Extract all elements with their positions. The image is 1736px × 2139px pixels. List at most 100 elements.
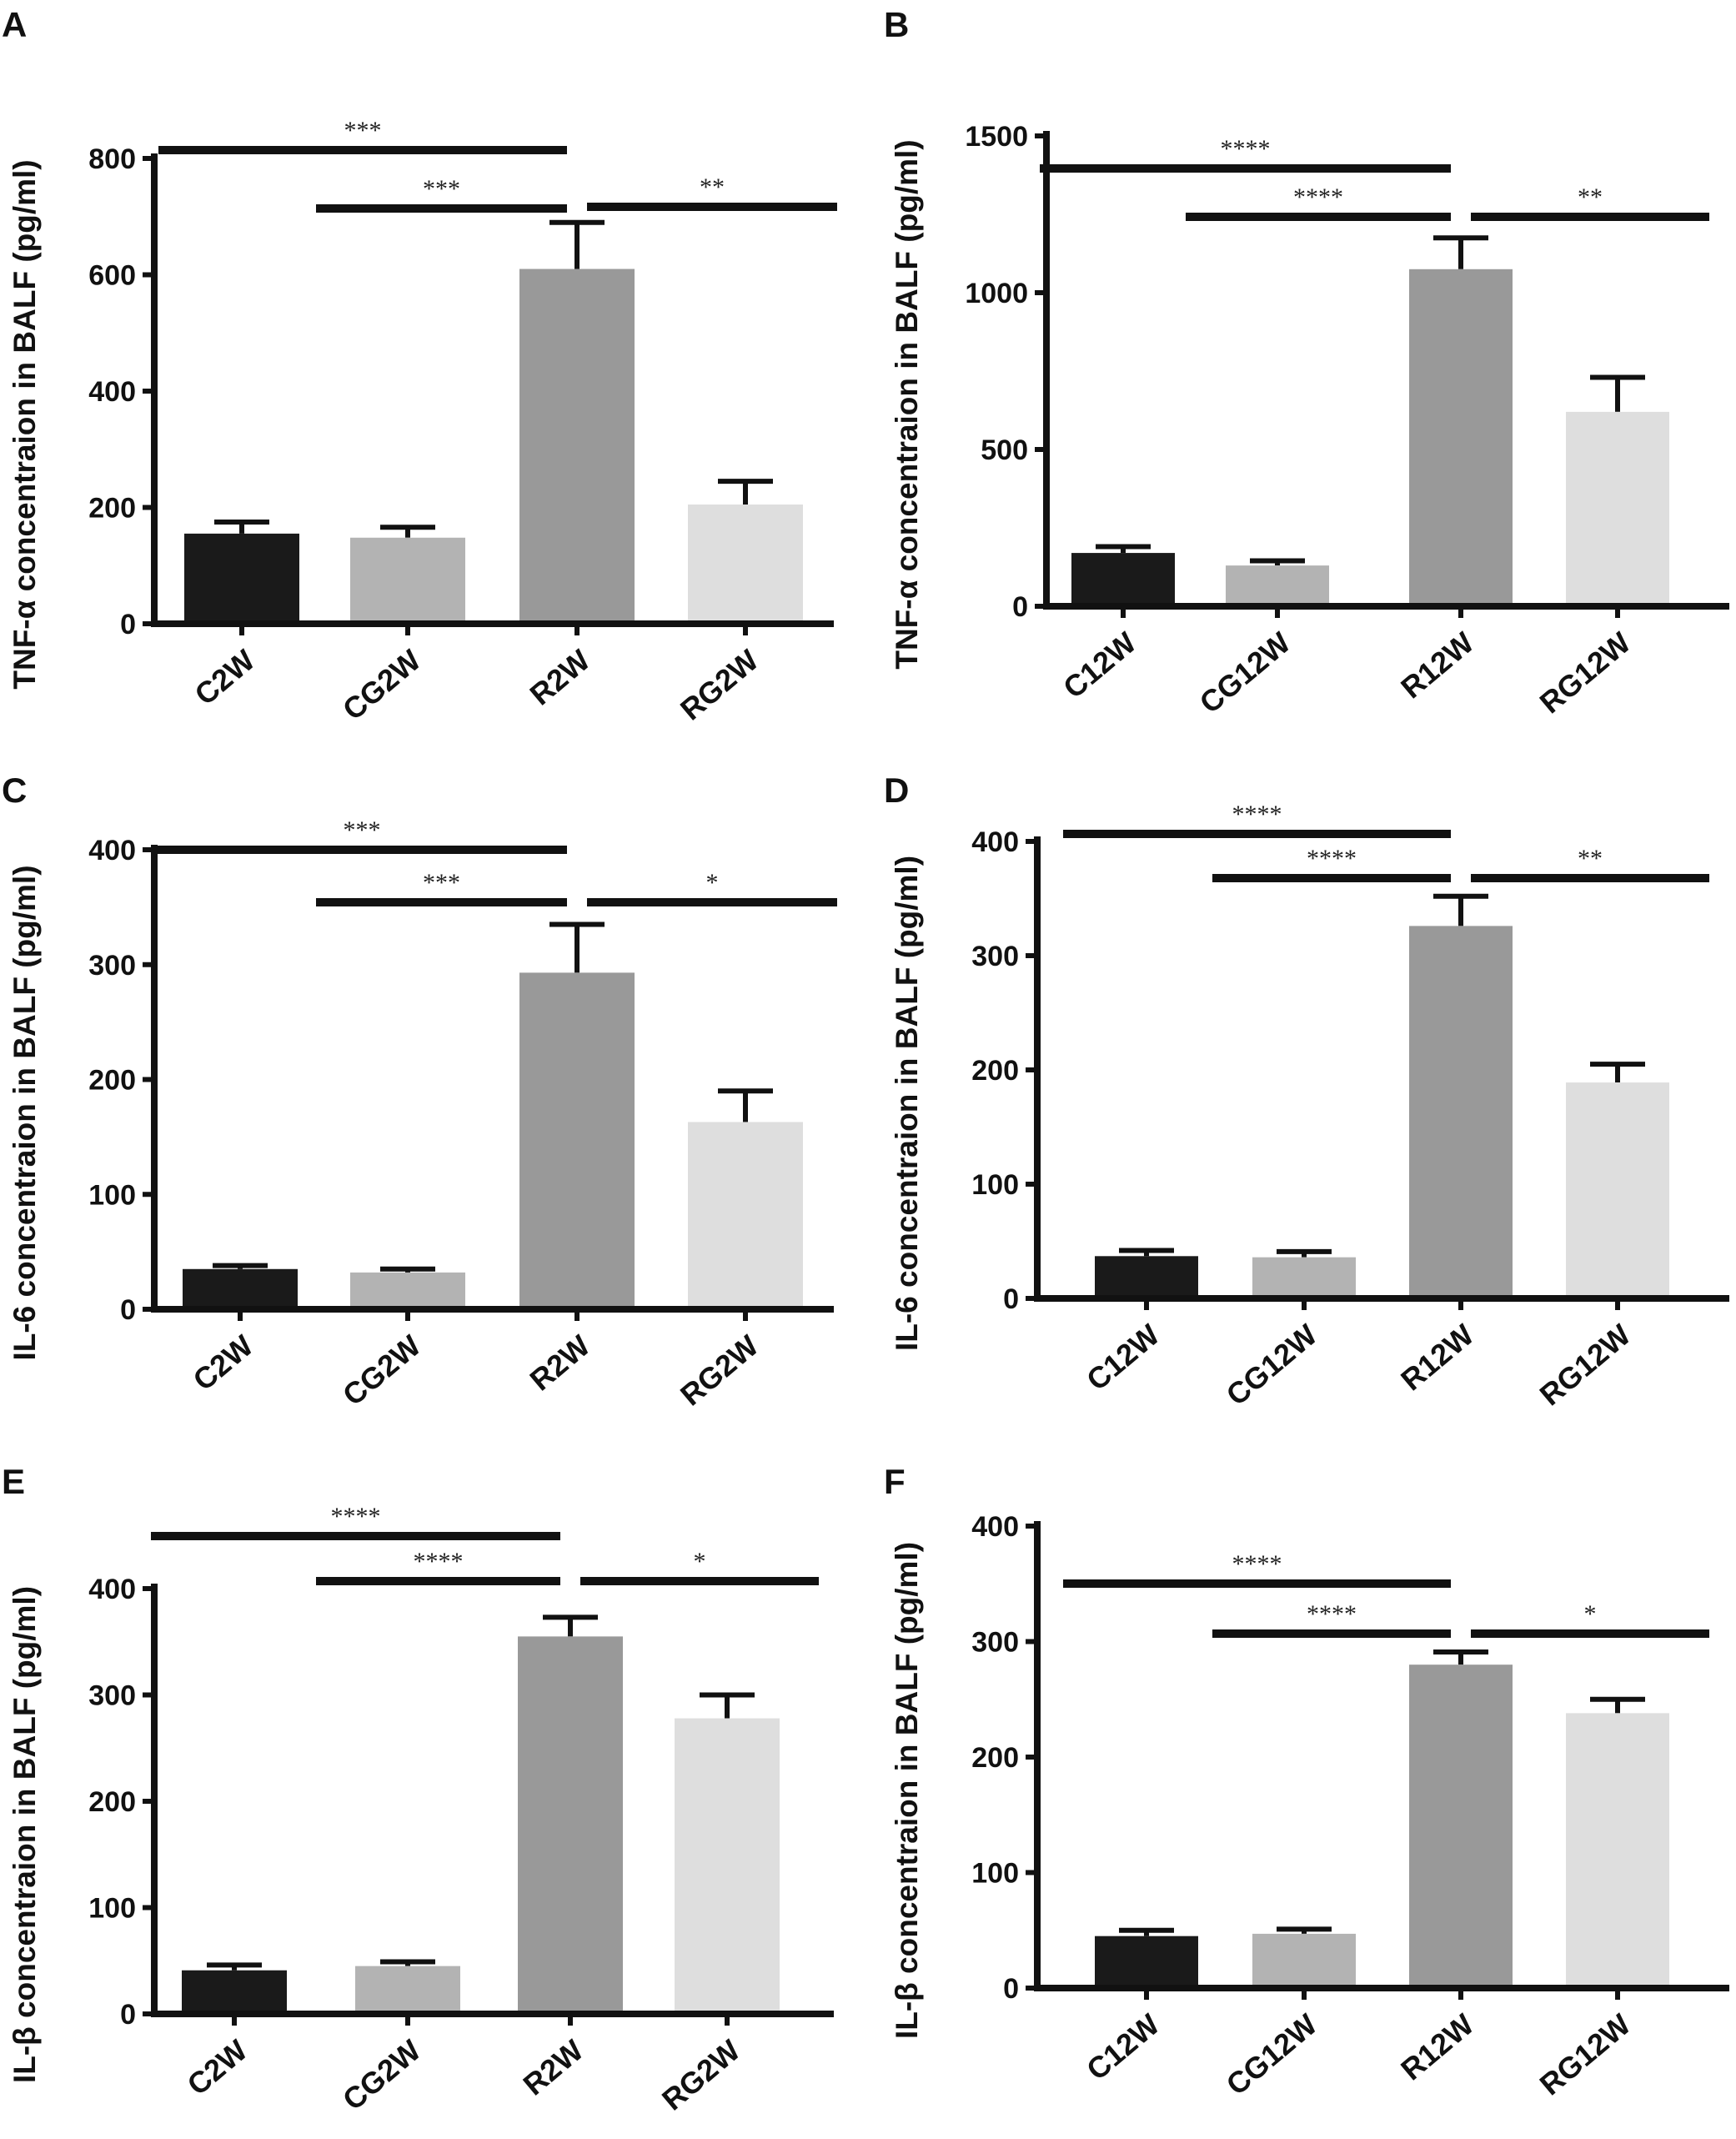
y-tick-label: 400 bbox=[971, 826, 1019, 858]
significance-label: **** bbox=[1307, 1600, 1357, 1628]
bar-rg2w bbox=[688, 505, 803, 624]
y-tick-label: 0 bbox=[1003, 1283, 1019, 1315]
bar-rg2w bbox=[675, 1718, 780, 2014]
y-tick-label: 100 bbox=[88, 1179, 136, 1211]
y-tick-label: 100 bbox=[971, 1858, 1019, 1890]
y-tick-label: 0 bbox=[1012, 591, 1028, 623]
x-tick-label-c12w: C12W bbox=[1056, 625, 1142, 705]
y-axis-title: TNF-α concentraion in BALF (pg/ml) bbox=[8, 159, 42, 689]
significance-label: **** bbox=[1293, 183, 1343, 211]
bar-cg2w bbox=[355, 1966, 460, 2014]
significance-label: *** bbox=[423, 869, 460, 896]
chart-panel-c: C IL-6 concentraion in BALF (pg/ml) 0 100 20… bbox=[2, 771, 837, 1413]
bar-rg12w bbox=[1566, 411, 1669, 606]
chart-panel-e: E IL-β concentraion in BALF (pg/ml) 0 100 20… bbox=[2, 1462, 834, 2117]
panel-letter: F bbox=[884, 1462, 906, 1501]
y-axis-title: IL-β concentraion in BALF (pg/ml) bbox=[8, 1586, 42, 2083]
bar-cg12w bbox=[1252, 1933, 1356, 1988]
x-tick-label-c12w: C12W bbox=[1080, 2007, 1166, 2087]
x-tick-label-rg12w: RG12W bbox=[1533, 2007, 1637, 2102]
chart-panel-f: F IL-β concentraion in BALF (pg/ml) 0 100 20… bbox=[884, 1462, 1729, 2101]
y-tick-label: 0 bbox=[120, 1294, 136, 1326]
significance-label: *** bbox=[344, 117, 382, 144]
y-tick-label: 1000 bbox=[965, 278, 1028, 309]
x-tick-label-rg2w: RG2W bbox=[674, 643, 765, 727]
bar-c12w bbox=[1095, 1936, 1198, 1988]
x-tick-label-r12w: R12W bbox=[1394, 1318, 1480, 1398]
x-tick-label-rg2w: RG2W bbox=[655, 2033, 746, 2117]
significance-label: **** bbox=[1221, 135, 1271, 163]
bar-r12w bbox=[1409, 1665, 1513, 1988]
bar-rg12w bbox=[1566, 1082, 1669, 1298]
significance-label: **** bbox=[331, 1503, 381, 1530]
bar-cg2w bbox=[350, 537, 465, 624]
significance-label: *** bbox=[344, 816, 381, 844]
x-tick-label-cg12w: CG12W bbox=[1220, 2007, 1323, 2102]
bar-rg12w bbox=[1566, 1713, 1669, 1988]
significance-label: **** bbox=[414, 1548, 464, 1575]
x-tick-label-r2w: R2W bbox=[524, 643, 597, 712]
x-tick-label-cg2w: CG2W bbox=[336, 1328, 427, 1413]
y-tick-label: 0 bbox=[1003, 1973, 1019, 2005]
chart-panel-b: B TNF-α concentraion in BALF (pg/ml) 0 500 1… bbox=[884, 5, 1729, 720]
bar-c12w bbox=[1071, 553, 1175, 606]
panel-letter: B bbox=[884, 5, 909, 44]
bar-r12w bbox=[1409, 269, 1513, 606]
bar-r2w bbox=[519, 269, 635, 624]
x-tick-label-r12w: R12W bbox=[1394, 2007, 1480, 2087]
y-tick-label: 400 bbox=[88, 376, 136, 408]
bar-cg12w bbox=[1252, 1257, 1356, 1298]
significance-label: **** bbox=[1232, 801, 1282, 828]
y-axis-title: IL-6 concentraion in BALF (pg/ml) bbox=[8, 865, 42, 1360]
bar-cg12w bbox=[1226, 565, 1329, 606]
y-tick-label: 300 bbox=[971, 1627, 1019, 1659]
y-tick-label: 200 bbox=[88, 1065, 136, 1097]
bar-c2w bbox=[182, 1970, 287, 2014]
x-tick-label-rg12w: RG12W bbox=[1533, 625, 1637, 721]
significance-label: **** bbox=[1232, 1550, 1282, 1578]
x-tick-label-rg2w: RG2W bbox=[674, 1328, 765, 1413]
bar-c2w bbox=[183, 1268, 298, 1309]
bar-c12w bbox=[1095, 1256, 1198, 1298]
y-tick-label: 300 bbox=[88, 1680, 136, 1712]
panel-letter: D bbox=[884, 771, 909, 810]
y-axis-title: TNF-α concentraion in BALF (pg/ml) bbox=[890, 139, 924, 669]
x-tick-label-r12w: R12W bbox=[1394, 625, 1480, 705]
y-tick-label: 0 bbox=[120, 1999, 136, 2031]
significance-label: * bbox=[1584, 1600, 1597, 1628]
y-tick-label: 400 bbox=[88, 1574, 136, 1605]
y-tick-label: 400 bbox=[971, 1511, 1019, 1543]
bar-r12w bbox=[1409, 926, 1513, 1298]
significance-label: **** bbox=[1307, 845, 1357, 872]
x-tick-label-cg12w: CG12W bbox=[1193, 625, 1297, 721]
y-tick-label: 300 bbox=[88, 950, 136, 982]
chart-panel-d: D IL-6 concentraion in BALF (pg/ml) 0 100 20… bbox=[884, 771, 1729, 1412]
significance-label: *** bbox=[423, 175, 460, 203]
significance-label: * bbox=[694, 1548, 706, 1575]
y-axis-title: IL-β concentraion in BALF (pg/ml) bbox=[890, 1542, 924, 2039]
x-tick-label-r2w: R2W bbox=[517, 2033, 590, 2102]
x-tick-label-c2w: C2W bbox=[188, 643, 262, 712]
x-tick-label-cg2w: CG2W bbox=[336, 643, 427, 727]
y-tick-label: 200 bbox=[971, 1742, 1019, 1774]
y-tick-label: 400 bbox=[88, 835, 136, 866]
x-tick-label-c2w: C2W bbox=[181, 2033, 254, 2102]
y-tick-label: 0 bbox=[120, 609, 136, 640]
bar-rg2w bbox=[688, 1122, 803, 1309]
y-tick-label: 200 bbox=[88, 493, 136, 525]
significance-label: ** bbox=[700, 173, 725, 201]
y-tick-label: 100 bbox=[971, 1169, 1019, 1201]
panel-letter: A bbox=[2, 5, 27, 44]
panel-letter: E bbox=[2, 1462, 25, 1501]
x-tick-label-r2w: R2W bbox=[524, 1328, 597, 1398]
y-tick-label: 200 bbox=[971, 1055, 1019, 1087]
y-tick-label: 300 bbox=[971, 941, 1019, 972]
significance-label: ** bbox=[1578, 845, 1603, 872]
chart-panel-a: A TNF-α concentraion in BALF (pg/ml) 0 200 4… bbox=[2, 5, 837, 727]
y-tick-label: 200 bbox=[88, 1786, 136, 1818]
y-tick-label: 500 bbox=[981, 434, 1028, 466]
x-tick-label-cg12w: CG12W bbox=[1220, 1318, 1323, 1413]
x-tick-label-rg12w: RG12W bbox=[1533, 1318, 1637, 1413]
y-tick-label: 600 bbox=[88, 260, 136, 292]
significance-label: * bbox=[706, 869, 719, 896]
